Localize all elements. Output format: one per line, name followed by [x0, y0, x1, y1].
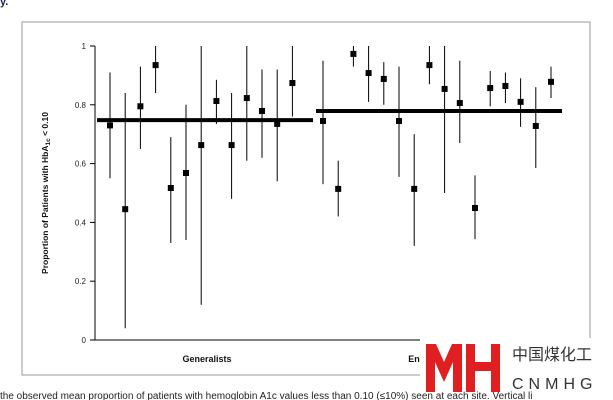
point [365, 70, 372, 77]
y-axis-label: Proportion of Patients with HbA1c < 0.10 [40, 112, 52, 274]
category-label: Generalists [182, 354, 231, 364]
point [472, 204, 478, 211]
point [441, 85, 448, 92]
point [487, 85, 494, 92]
point [456, 100, 463, 107]
watermark-logo-m [426, 344, 462, 392]
point [107, 122, 113, 129]
point [320, 117, 326, 124]
point [198, 142, 205, 149]
watermark-en: CNMHG [512, 376, 597, 393]
y-tick-label: 0 [82, 336, 87, 345]
point [502, 82, 509, 89]
point [152, 62, 159, 69]
point [411, 185, 418, 192]
y-tick-label: 0.2 [75, 277, 87, 286]
y-label-main: Proportion of Patients with HbA [40, 146, 50, 274]
point [243, 95, 250, 102]
caption-fragment: the observed mean proportion of patients… [0, 391, 532, 400]
point [167, 185, 174, 192]
watermark-logo-h [466, 344, 500, 392]
point [396, 117, 402, 124]
point [137, 103, 144, 110]
point [274, 120, 281, 127]
header-fragment: y. [0, 0, 8, 8]
chart-frame [21, 21, 591, 376]
plot: 00.20.40.60.81GeneralistsEndocrinologist… [75, 42, 562, 364]
point [213, 97, 220, 104]
point [259, 107, 265, 114]
y-label-sub: 1c [45, 138, 52, 146]
point [183, 170, 189, 177]
point [532, 122, 539, 129]
point [380, 75, 387, 82]
point [122, 206, 129, 213]
y-label-tail: < 0.10 [40, 112, 50, 139]
y-tick-label: 1 [82, 42, 87, 51]
point [289, 80, 296, 87]
y-tick-label: 0.4 [75, 218, 87, 227]
point [335, 185, 342, 192]
y-tick-label: 0.8 [75, 101, 87, 110]
point [426, 62, 433, 69]
point [350, 50, 357, 57]
y-tick-label: 0.6 [75, 160, 87, 169]
watermark-cn: 中国煤化工 [512, 346, 592, 364]
point [548, 78, 554, 85]
watermark: 中国煤化工 CNMHG [420, 338, 610, 398]
point [517, 98, 524, 105]
point [228, 142, 235, 149]
